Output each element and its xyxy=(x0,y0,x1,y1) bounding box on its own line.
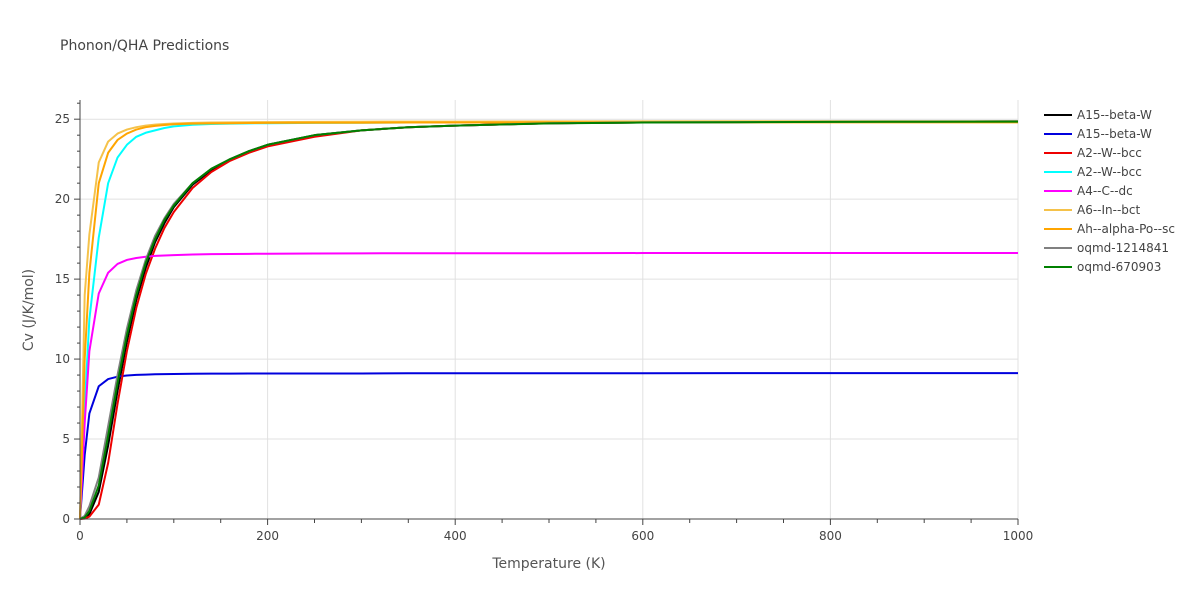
y-tick-label: 15 xyxy=(55,272,70,286)
legend-item-6[interactable]: A6--In--bct xyxy=(1044,203,1141,217)
legend-label: A2--W--bcc xyxy=(1077,165,1142,179)
x-tick-label: 1000 xyxy=(1003,529,1034,543)
legend-label: A2--W--bcc xyxy=(1077,146,1142,160)
x-tick-label: 400 xyxy=(444,529,467,543)
y-axis-title: Cv (J/K/mol) xyxy=(21,269,37,351)
series-line-8 xyxy=(79,120,1019,520)
legend-item-1[interactable]: A15--beta-W xyxy=(1044,108,1152,122)
series-line-6 xyxy=(79,120,1018,520)
axes: 0 200 400 600 800 1000 0 5 10 15 20 25 xyxy=(55,100,1034,543)
legend-item-2[interactable]: A15--beta-W xyxy=(1044,127,1152,141)
x-axis-title: Temperature (K) xyxy=(491,556,605,572)
series-line-9 xyxy=(79,120,1019,520)
legend-item-3[interactable]: A2--W--bcc xyxy=(1044,146,1142,160)
series-line-5 xyxy=(79,252,1018,520)
series-line-1 xyxy=(79,120,1019,520)
legend-label: A6--In--bct xyxy=(1077,203,1141,217)
series-line-7 xyxy=(79,121,1018,520)
legend-label: Ah--alpha-Po--sc xyxy=(1077,222,1175,236)
series-line-3 xyxy=(79,120,1019,520)
legend-label: oqmd-1214841 xyxy=(1077,241,1169,255)
y-tick-label: 25 xyxy=(55,112,70,126)
y-tick-label: 10 xyxy=(55,352,70,366)
y-tick-label: 0 xyxy=(62,512,70,526)
legend-label: A4--C--dc xyxy=(1077,184,1133,198)
legend-item-7[interactable]: Ah--alpha-Po--sc xyxy=(1044,222,1175,236)
legend-item-4[interactable]: A2--W--bcc xyxy=(1044,165,1142,179)
series-line-4 xyxy=(79,120,1019,520)
legend-item-8[interactable]: oqmd-1214841 xyxy=(1044,241,1169,255)
legend-label: A15--beta-W xyxy=(1077,127,1152,141)
y-tick-label: 5 xyxy=(62,432,70,446)
legend-label: A15--beta-W xyxy=(1077,108,1152,122)
series-line-2 xyxy=(79,372,1018,520)
x-tick-label: 200 xyxy=(256,529,279,543)
x-tick-label: 800 xyxy=(819,529,842,543)
series-lines xyxy=(79,120,1019,520)
y-tick-label: 20 xyxy=(55,192,70,206)
legend-label: oqmd-670903 xyxy=(1077,260,1161,274)
legend[interactable]: A15--beta-W A15--beta-W A2--W--bcc A2--W--b… xyxy=(1044,108,1175,274)
legend-item-5[interactable]: A4--C--dc xyxy=(1044,184,1133,198)
legend-item-9[interactable]: oqmd-670903 xyxy=(1044,260,1161,274)
x-tick-label: 0 xyxy=(76,529,84,543)
grid xyxy=(80,100,1019,519)
chart-title: Phonon/QHA Predictions xyxy=(60,38,229,54)
x-tick-label: 600 xyxy=(631,529,654,543)
